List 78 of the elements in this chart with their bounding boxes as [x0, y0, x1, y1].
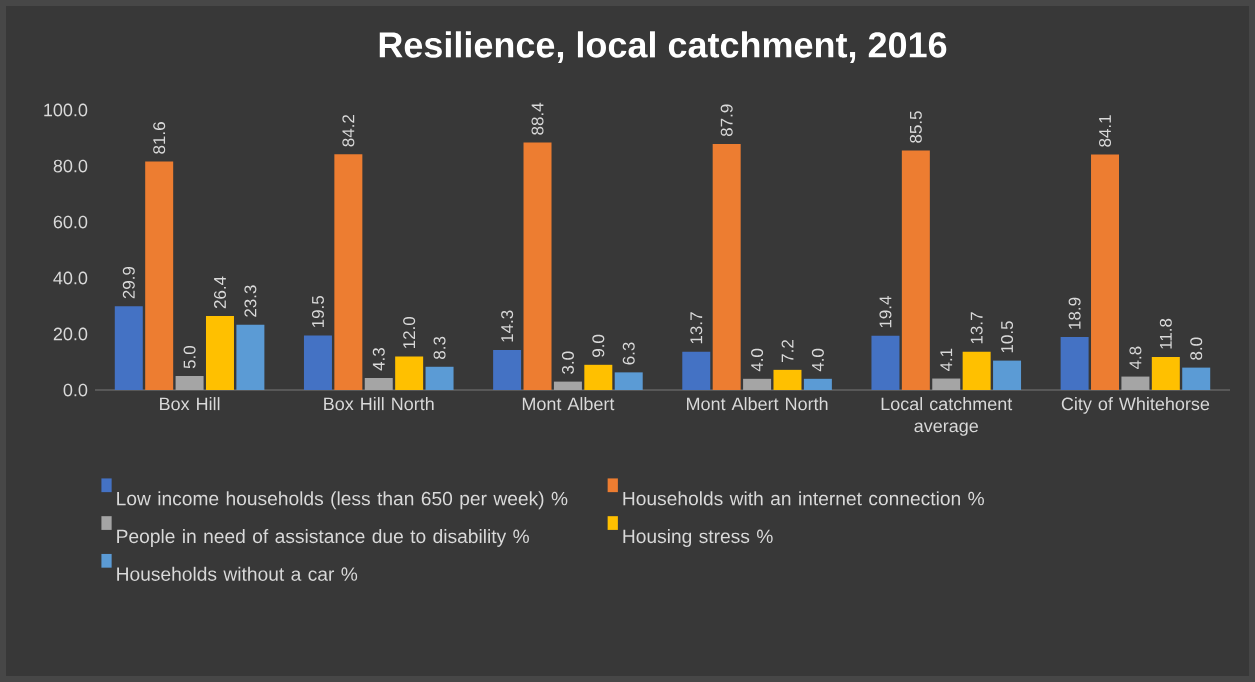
legend-label: Housing stress %	[623, 529, 773, 547]
bar	[236, 324, 265, 391]
bar	[1182, 367, 1211, 391]
legend-label: People in need of assistance due to disability %	[117, 529, 529, 547]
bar	[584, 364, 613, 391]
bar	[303, 335, 332, 391]
data-label: 10.5	[1001, 321, 1014, 353]
data-label: 84.2	[342, 114, 355, 147]
bar	[962, 351, 991, 391]
y-tick-label: 40.0	[53, 271, 88, 285]
data-label: 5.0	[183, 345, 196, 369]
x-tick-label: Mont Albert	[522, 397, 615, 411]
data-label: 14.3	[501, 310, 514, 342]
bar	[743, 378, 772, 391]
bar	[114, 306, 143, 391]
data-label: 6.3	[622, 342, 635, 365]
data-label: 19.4	[879, 296, 892, 328]
y-tick-label: 80.0	[53, 159, 88, 173]
bar	[493, 349, 522, 391]
bar	[871, 335, 900, 391]
bar	[145, 161, 174, 391]
data-label: 26.4	[213, 276, 226, 309]
x-tick-label: City of Whitehorse	[1061, 397, 1210, 414]
data-label: 11.8	[1159, 318, 1172, 349]
chart-title: Resilience, local catchment, 2016	[379, 31, 947, 63]
bar	[523, 142, 552, 391]
data-label: 23.3	[244, 285, 257, 317]
x-tick-label: Local catchment average	[881, 397, 1013, 436]
bar	[1121, 376, 1150, 391]
bar	[932, 378, 961, 391]
data-label: 18.9	[1068, 297, 1081, 329]
data-label: 13.7	[690, 312, 703, 344]
bar	[614, 372, 643, 391]
bar	[425, 366, 454, 391]
data-label: 19.5	[311, 295, 324, 328]
data-label: 9.0	[592, 334, 605, 357]
y-tick-label: 60.0	[53, 215, 88, 229]
bar	[803, 378, 832, 391]
data-label: 85.5	[909, 111, 922, 143]
data-label: 4.8	[1129, 346, 1142, 370]
data-label: 29.9	[122, 266, 135, 299]
bar	[682, 351, 711, 391]
x-tick-label: Box Hill	[160, 397, 220, 411]
data-label: 8.0	[1190, 337, 1203, 360]
data-label: 4.0	[811, 348, 824, 372]
data-label: 8.3	[433, 336, 446, 359]
y-tick-label: 100.0	[44, 103, 88, 117]
bar	[205, 316, 234, 391]
bar	[901, 150, 930, 391]
data-label: 12.0	[403, 316, 416, 349]
bar	[773, 369, 802, 391]
y-tick-label: 20.0	[53, 327, 88, 341]
bar	[1060, 337, 1089, 391]
legend-label: Households without a car %	[117, 566, 358, 581]
data-label: 7.2	[781, 340, 794, 362]
data-label: 81.6	[153, 122, 166, 154]
x-tick-label: Box Hill North	[324, 397, 434, 411]
bar	[395, 356, 424, 391]
bar	[364, 377, 393, 391]
bar	[334, 154, 363, 391]
data-label: 88.4	[531, 102, 544, 135]
data-label: 4.3	[372, 348, 385, 371]
bar	[712, 143, 741, 391]
bar	[1151, 356, 1180, 391]
data-label: 87.9	[720, 104, 733, 137]
legend-label: Households with an internet connection %	[623, 491, 984, 506]
y-tick-label: 0.0	[63, 383, 88, 397]
x-tick-label: Mont Albert North	[687, 397, 828, 411]
legend-label: Low income households (less than 650 per week) %	[117, 491, 568, 510]
bar	[553, 381, 582, 391]
bar	[175, 376, 204, 391]
bar	[1091, 154, 1120, 391]
data-label: 4.1	[940, 348, 953, 372]
data-label: 3.0	[561, 351, 574, 374]
bar	[993, 360, 1022, 391]
data-label: 84.1	[1099, 115, 1112, 147]
data-label: 4.0	[751, 348, 764, 372]
data-label: 13.7	[970, 312, 983, 344]
